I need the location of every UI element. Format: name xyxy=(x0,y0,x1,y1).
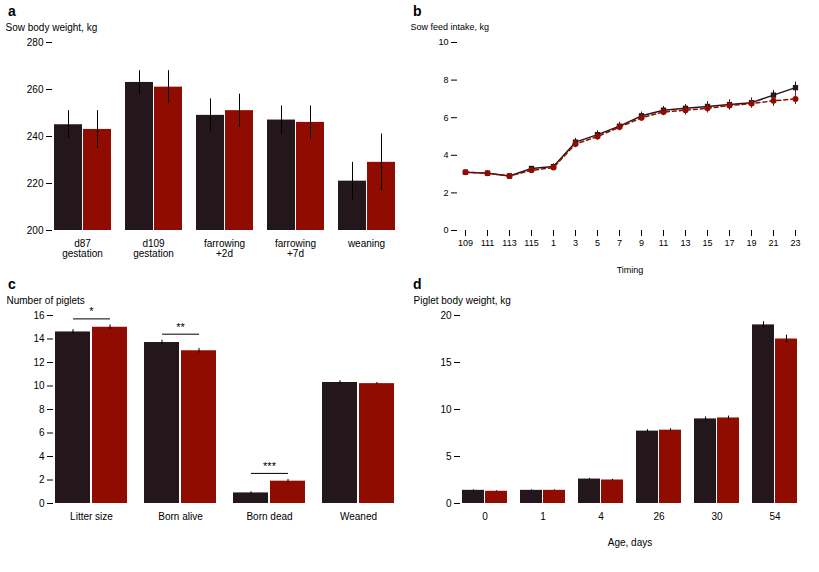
svg-text:3: 3 xyxy=(573,238,578,248)
svg-text:5: 5 xyxy=(446,451,452,462)
svg-text:10: 10 xyxy=(438,37,448,47)
svg-text:Sow feed intake, kg: Sow feed intake, kg xyxy=(411,22,490,32)
svg-text:1: 1 xyxy=(540,511,546,522)
svg-text:6: 6 xyxy=(39,427,45,438)
svg-text:Born alive: Born alive xyxy=(158,511,203,522)
svg-text:260: 260 xyxy=(27,84,44,95)
svg-text:11: 11 xyxy=(659,238,668,248)
svg-text:6: 6 xyxy=(443,113,448,123)
svg-text:20: 20 xyxy=(440,310,452,321)
svg-text:d109gestation: d109gestation xyxy=(133,238,174,259)
svg-text:2: 2 xyxy=(39,474,45,485)
svg-text:d87gestation: d87gestation xyxy=(62,238,103,259)
svg-text:13: 13 xyxy=(680,238,690,248)
svg-text:8: 8 xyxy=(443,75,448,85)
html-text:d: d xyxy=(413,276,422,292)
svg-text:4: 4 xyxy=(443,150,448,160)
svg-text:7: 7 xyxy=(617,238,622,248)
svg-text:0: 0 xyxy=(446,498,452,509)
svg-text:Number of piglets: Number of piglets xyxy=(7,295,85,306)
svg-text:113: 113 xyxy=(502,238,516,248)
svg-text:12: 12 xyxy=(33,357,45,368)
svg-text:9: 9 xyxy=(639,238,644,248)
svg-text:weaning: weaning xyxy=(347,238,385,249)
svg-text:14: 14 xyxy=(33,333,45,344)
svg-text:115: 115 xyxy=(524,238,538,248)
svg-text:280: 280 xyxy=(27,37,44,48)
svg-text:15: 15 xyxy=(440,357,452,368)
svg-text:109: 109 xyxy=(458,238,473,248)
svg-text:26: 26 xyxy=(653,511,665,522)
svg-text:220: 220 xyxy=(27,178,44,189)
svg-text:30: 30 xyxy=(711,511,723,522)
svg-text:15: 15 xyxy=(702,238,712,248)
svg-text:54: 54 xyxy=(769,511,781,522)
svg-text:2: 2 xyxy=(443,188,448,198)
svg-text:farrowing+7d: farrowing+7d xyxy=(275,238,316,259)
html-text:b: b xyxy=(413,3,422,19)
svg-text:19: 19 xyxy=(746,238,756,248)
svg-text:*: * xyxy=(89,305,94,317)
svg-text:0: 0 xyxy=(39,498,45,509)
svg-text:Sow body weight, kg: Sow body weight, kg xyxy=(6,22,98,33)
svg-text:farrowing+2d: farrowing+2d xyxy=(204,238,245,259)
svg-text:4: 4 xyxy=(598,511,604,522)
svg-text:4: 4 xyxy=(39,451,45,462)
svg-text:8: 8 xyxy=(39,404,45,415)
svg-text:17: 17 xyxy=(724,238,734,248)
svg-text:**: ** xyxy=(176,321,185,333)
svg-text:Piglet body weight, kg: Piglet body weight, kg xyxy=(414,295,511,306)
svg-text:Weaned: Weaned xyxy=(340,511,377,522)
html-text:c: c xyxy=(8,276,16,292)
svg-text:0: 0 xyxy=(482,511,488,522)
svg-text:0: 0 xyxy=(443,225,448,235)
svg-text:Litter size: Litter size xyxy=(70,511,113,522)
svg-text:16: 16 xyxy=(33,310,45,321)
svg-text:***: *** xyxy=(263,460,277,472)
svg-text:23: 23 xyxy=(790,238,800,248)
svg-text:1: 1 xyxy=(551,238,556,248)
svg-text:10: 10 xyxy=(440,404,452,415)
svg-text:10: 10 xyxy=(33,380,45,391)
svg-text:Age, days: Age, days xyxy=(608,537,652,548)
html-text:a: a xyxy=(8,3,16,19)
svg-text:21: 21 xyxy=(768,238,778,248)
svg-text:5: 5 xyxy=(595,238,600,248)
svg-text:Timing: Timing xyxy=(617,265,644,275)
svg-text:Born dead: Born dead xyxy=(246,511,292,522)
svg-text:240: 240 xyxy=(27,131,44,142)
svg-text:111: 111 xyxy=(481,238,495,248)
svg-text:200: 200 xyxy=(27,225,44,236)
